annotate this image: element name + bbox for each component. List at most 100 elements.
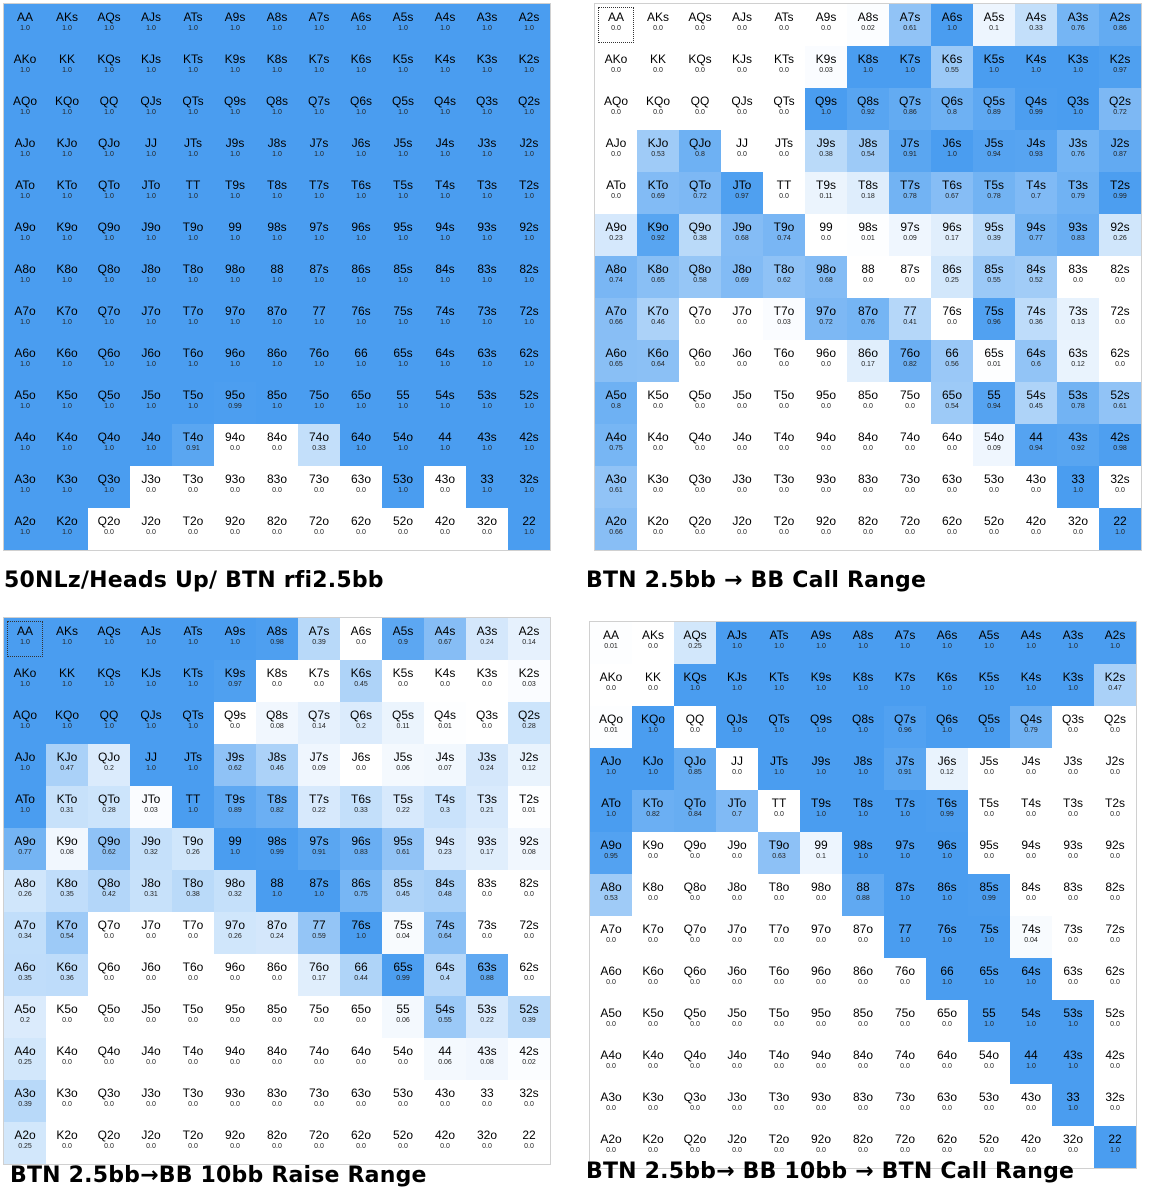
range-cell-aqo: AQo 0.0 [595,88,637,130]
frequency-label: 1.0 [732,727,742,734]
hand-label: K7o [56,918,78,932]
range-cell-94s: 94s 1.0 [424,214,466,256]
frequency-label: 1.0 [1068,1105,1078,1112]
hand-label: A2o [14,514,36,528]
range-cell-q4s: Q4s 0.01 [424,702,466,744]
range-cell-aks: AKs 1.0 [46,618,88,660]
frequency-label: 1.0 [20,487,30,494]
frequency-label: 1.0 [20,807,30,814]
frequency-label: 0.0 [863,403,873,410]
range-cell-j6o: J6o 1.0 [130,340,172,382]
frequency-label: 1.0 [863,67,873,74]
frequency-label: 1.0 [440,361,450,368]
range-cell-kqo: KQo 1.0 [632,706,674,748]
frequency-label: 0.0 [732,895,742,902]
range-cell-43s: 43s 1.0 [466,424,508,466]
range-cell-84o: 84o 0.0 [847,424,889,466]
range-cell-j5o: J5o 0.0 [716,1000,758,1042]
hand-label: K9s [810,670,832,684]
hand-label: Q9s [814,94,837,108]
range-cell-aqo: AQo 1.0 [4,702,46,744]
frequency-label: 0.0 [863,277,873,284]
hand-label: T2o [768,1132,790,1146]
hand-label: K6s [350,666,372,680]
frequency-label: 1.0 [230,639,240,646]
hand-label: 52s [519,1002,539,1016]
hand-label: 65o [936,1006,958,1020]
frequency-label: 0.88 [856,895,870,902]
hand-label: 55 [987,388,1001,402]
frequency-label: 0.0 [606,937,616,944]
frequency-label: 0.0 [188,933,198,940]
hand-label: A8o [14,876,36,890]
hand-label: J5o [141,1002,161,1016]
range-cell-94s: 94s 0.0 [1010,832,1052,874]
frequency-label: 1.0 [905,67,915,74]
frequency-label: 0.0 [188,487,198,494]
hand-label: 92s [1105,838,1125,852]
hand-label: QTo [97,792,120,806]
range-cell-85o: 85o 0.0 [842,1000,884,1042]
range-cell-j8s: J8s 1.0 [842,748,884,790]
range-cell-92o: 92o 0.0 [214,508,256,550]
hand-label: 44 [1024,1048,1038,1062]
hand-label: 86s [942,262,962,276]
range-cell-k4o: K4o 0.0 [46,1038,88,1080]
range-cell-54s: 54s 1.0 [1010,1000,1052,1042]
range-cell-q6s: Q6s 0.8 [931,88,973,130]
range-cell-j8s: J8s 0.46 [256,744,298,786]
range-cell-t6o: T6o 0.0 [763,340,805,382]
hand-label: 65o [350,1002,372,1016]
range-cell-66: 66 1.0 [926,958,968,1000]
frequency-label: 0.0 [648,979,658,986]
hand-label: 95o [224,1002,246,1016]
hand-label: Q8o [683,880,707,894]
range-cell-t7o: T7o 0.0 [758,916,800,958]
hand-label: A6s [936,628,958,642]
frequency-label: 0.0 [272,1059,282,1066]
range-cell-75o: 75o 0.0 [889,382,931,424]
hand-label: J7s [895,754,915,768]
range-cell-q3s: Q3s 0.0 [1052,706,1094,748]
frequency-label: 0.31 [60,807,74,814]
range-cell-t4s: T4s 0.0 [1010,790,1052,832]
range-cell-q7s: Q7s 0.14 [298,702,340,744]
frequency-label: 1.0 [774,685,784,692]
hand-label: 93o [815,472,837,486]
frequency-label: 1.0 [20,529,30,536]
frequency-label: 1.0 [230,151,240,158]
range-cell-92o: 92o 0.0 [805,508,847,550]
range-cell-55: 55 1.0 [968,1000,1010,1042]
frequency-label: 1.0 [20,681,30,688]
frequency-label: 0.28 [522,723,536,730]
hand-label: Q5o [97,1002,121,1016]
hand-label: T2s [518,792,539,806]
hand-label: K4o [56,1044,78,1058]
hand-label: 94o [815,430,837,444]
frequency-label: 0.0 [188,975,198,982]
hand-label: J3o [732,472,752,486]
frequency-label: 1.0 [356,933,366,940]
frequency-label: 1.0 [524,193,534,200]
range-grid-btn-call: AA 0.01 AKs 0.0 AQs 0.25 AJs 1.0 ATs 1.0 A9s 1.0 A8s… [589,621,1137,1169]
frequency-label: 0.0 [314,487,324,494]
hand-label: 74s [435,918,455,932]
frequency-label: 0.0 [314,529,324,536]
range-cell-95o: 95o 0.99 [214,382,256,424]
frequency-label: 0.69 [735,277,749,284]
frequency-label: 0.99 [396,975,410,982]
hand-label: JTo [732,178,752,192]
hand-label: 97s [309,220,329,234]
range-cell-a5s: A5s 0.1 [973,4,1015,46]
hand-label: T2o [182,514,204,528]
frequency-label: 1.0 [858,643,868,650]
hand-label: T6s [936,796,957,810]
hand-label: KTo [56,178,78,192]
hand-label: 96s [351,220,371,234]
range-cell-74o: 74o 0.0 [884,1042,926,1084]
frequency-label: 1.0 [482,403,492,410]
range-cell-aqs: AQs 0.0 [679,4,721,46]
frequency-label: 1.0 [314,319,324,326]
hand-label: KQs [97,666,121,680]
range-cell-j8s: J8s 0.54 [847,130,889,172]
